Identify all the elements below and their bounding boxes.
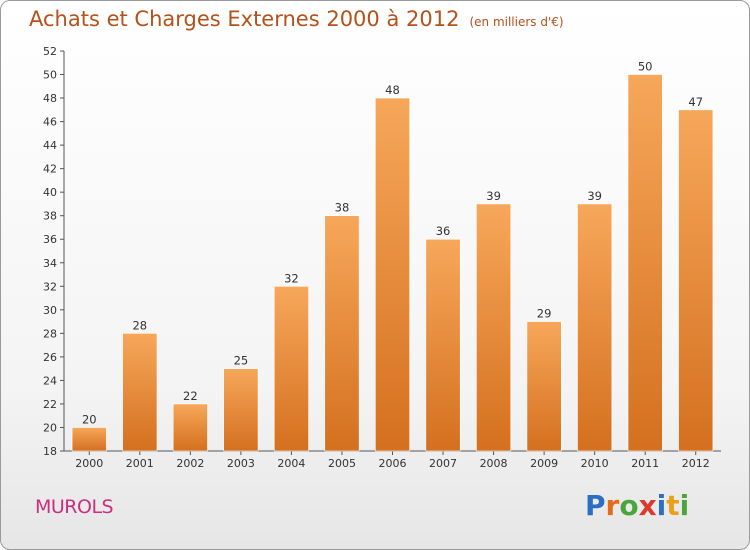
data-label-2005: 38 xyxy=(335,201,350,215)
y-tick-label: 48 xyxy=(43,92,57,105)
y-tick-label: 40 xyxy=(43,186,57,199)
logo-letter: i xyxy=(679,489,690,522)
proxiti-logo[interactable]: Proxiti xyxy=(585,489,689,522)
x-tick-label: 2010 xyxy=(581,457,609,470)
x-tick-label: 2012 xyxy=(682,457,710,470)
bar-2003 xyxy=(223,368,259,452)
y-tick-label: 44 xyxy=(43,139,57,152)
bar-2001 xyxy=(122,333,158,452)
bar-2010 xyxy=(577,203,613,452)
y-tick-label: 20 xyxy=(43,421,57,434)
x-tick-label: 2008 xyxy=(480,457,508,470)
logo-letter: P xyxy=(585,489,606,522)
bar-2007 xyxy=(425,238,461,452)
commune-name: MUROLS xyxy=(35,496,114,518)
data-label-2006: 48 xyxy=(385,83,400,97)
logo-letter: i xyxy=(656,489,667,522)
y-tick-label: 36 xyxy=(43,233,57,246)
x-tick-label: 2011 xyxy=(631,457,659,470)
logo-letter: t xyxy=(666,489,680,522)
bar-2000 xyxy=(71,427,107,452)
y-tick-label: 52 xyxy=(43,45,57,58)
data-label-2000: 20 xyxy=(82,412,97,426)
chart-axes: 18 20 22 24 26 28 30 32 34 36 38 40 42 44 46 48 50 52 2000… xyxy=(43,45,721,470)
data-label-2001: 28 xyxy=(132,318,147,332)
chart-subtitle: (en milliers d'€) xyxy=(469,15,564,29)
bar-2011 xyxy=(627,74,663,452)
x-tick-label: 2004 xyxy=(277,457,305,470)
y-tick-label: 50 xyxy=(43,69,57,82)
x-tick-label: 2006 xyxy=(379,457,407,470)
bar-2005 xyxy=(324,215,360,452)
y-tick-label: 22 xyxy=(43,398,57,411)
bar-2006 xyxy=(375,97,410,452)
data-label-2002: 22 xyxy=(183,389,198,403)
logo-letter: x xyxy=(638,489,657,522)
y-tick-label: 28 xyxy=(43,327,57,340)
chart-data-labels: 20 28 22 25 32 38 48 36 39 29 39 50 47 xyxy=(82,60,703,427)
y-tick-label: 18 xyxy=(43,445,57,458)
x-tick-label: 2009 xyxy=(530,457,558,470)
chart-bars xyxy=(71,74,714,452)
chart-title-text: Achats et Charges Externes 2000 à 2012 xyxy=(29,7,460,31)
x-tick-label: 2001 xyxy=(126,457,154,470)
data-label-2012: 47 xyxy=(688,95,703,109)
bar-2008 xyxy=(476,203,512,452)
x-tick-label: 2007 xyxy=(429,457,457,470)
data-label-2010: 39 xyxy=(587,189,602,203)
y-tick-label: 30 xyxy=(43,304,57,317)
chart-title: Achats et Charges Externes 2000 à 2012 (e… xyxy=(29,7,564,31)
y-tick-label: 32 xyxy=(43,280,57,293)
data-label-2007: 36 xyxy=(436,224,451,238)
y-tick-label: 46 xyxy=(43,116,57,129)
x-tick-label: 2005 xyxy=(328,457,356,470)
data-label-2004: 32 xyxy=(284,271,299,285)
bar-2004 xyxy=(273,285,309,452)
y-tick-label: 26 xyxy=(43,351,57,364)
data-label-2003: 25 xyxy=(234,354,249,368)
bar-2009 xyxy=(526,321,562,452)
logo-letter: r xyxy=(605,489,620,522)
x-tick-label: 2002 xyxy=(176,457,204,470)
data-label-2011: 50 xyxy=(638,60,653,74)
logo-letter: o xyxy=(619,489,639,522)
data-label-2009: 29 xyxy=(537,307,552,321)
y-tick-label: 24 xyxy=(43,374,57,387)
bar-2002 xyxy=(172,403,208,452)
data-label-2008: 39 xyxy=(486,189,501,203)
x-tick-label: 2003 xyxy=(227,457,255,470)
x-tick-label: 2000 xyxy=(75,457,103,470)
y-tick-label: 42 xyxy=(43,163,57,176)
y-tick-label: 38 xyxy=(43,210,57,223)
bar-2012 xyxy=(678,109,714,452)
y-tick-label: 34 xyxy=(43,257,57,270)
